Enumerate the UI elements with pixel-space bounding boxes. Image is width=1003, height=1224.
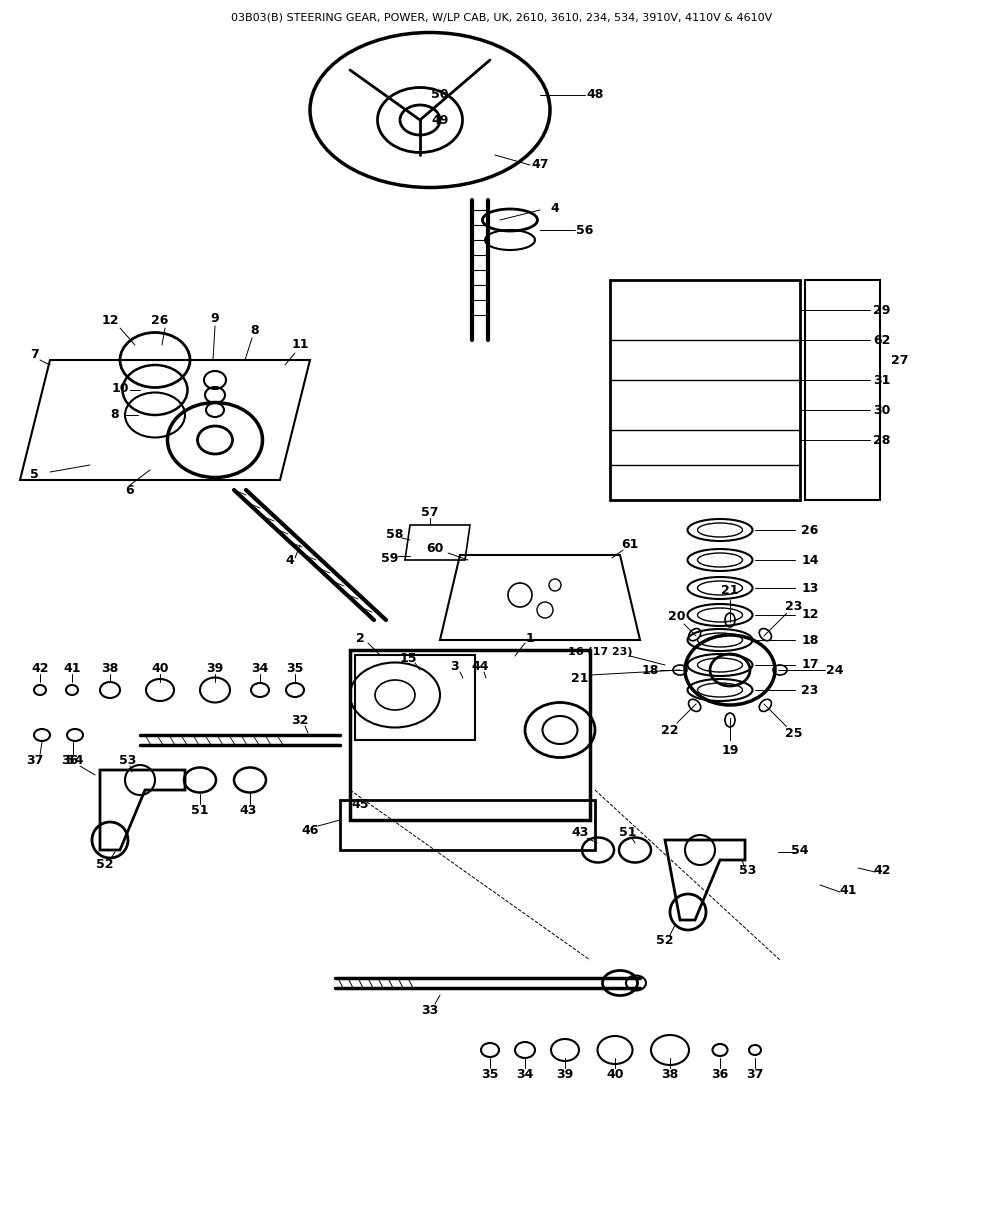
Text: 14: 14 <box>800 553 817 567</box>
Text: 47: 47 <box>531 158 549 171</box>
Text: 20: 20 <box>668 611 685 623</box>
Text: 36: 36 <box>61 754 78 766</box>
Text: 37: 37 <box>745 1069 763 1082</box>
Text: 23: 23 <box>800 683 817 696</box>
Text: 51: 51 <box>619 825 636 838</box>
Text: 40: 40 <box>151 661 169 674</box>
Text: 21: 21 <box>720 584 738 596</box>
Text: 4: 4 <box>285 553 294 567</box>
Text: 5: 5 <box>30 469 39 481</box>
Text: 62: 62 <box>873 333 890 346</box>
Text: 26: 26 <box>151 313 169 327</box>
Text: 2: 2 <box>355 632 364 645</box>
Text: 61: 61 <box>621 539 638 552</box>
Text: 31: 31 <box>873 373 890 387</box>
Text: 42: 42 <box>873 863 890 876</box>
Text: 3: 3 <box>450 661 458 673</box>
Text: 33: 33 <box>421 1004 438 1016</box>
Text: 22: 22 <box>661 723 678 737</box>
Text: 52: 52 <box>656 934 673 946</box>
Text: 49: 49 <box>431 114 448 126</box>
Text: 51: 51 <box>191 803 209 816</box>
Text: 44: 44 <box>470 661 488 673</box>
Text: 46: 46 <box>301 824 318 836</box>
Text: 17: 17 <box>800 659 817 672</box>
Text: 23: 23 <box>784 600 801 613</box>
Text: 13: 13 <box>800 581 817 595</box>
Text: 60: 60 <box>426 541 443 554</box>
Text: 41: 41 <box>63 661 80 674</box>
Text: 12: 12 <box>800 608 817 622</box>
Text: 18: 18 <box>800 634 817 646</box>
Text: 15: 15 <box>399 651 416 665</box>
Text: 4: 4 <box>550 202 559 214</box>
Text: 27: 27 <box>891 354 908 366</box>
Text: 53: 53 <box>738 863 756 876</box>
Text: 8: 8 <box>110 409 119 421</box>
Text: 36: 36 <box>711 1069 728 1082</box>
Text: 30: 30 <box>873 404 890 416</box>
Text: 38: 38 <box>661 1069 678 1082</box>
Text: 52: 52 <box>96 858 113 871</box>
Text: 03B03(B) STEERING GEAR, POWER, W/LP CAB, UK, 2610, 3610, 234, 534, 3910V, 4110V : 03B03(B) STEERING GEAR, POWER, W/LP CAB,… <box>231 12 772 22</box>
Text: 28: 28 <box>873 433 890 447</box>
Text: 16 (17 23): 16 (17 23) <box>567 647 632 657</box>
Text: 54: 54 <box>66 754 83 766</box>
Text: 11: 11 <box>291 339 309 351</box>
Text: 1: 1 <box>526 632 534 645</box>
Text: 26: 26 <box>800 524 817 536</box>
Text: 53: 53 <box>119 754 136 766</box>
Text: 40: 40 <box>606 1069 623 1082</box>
Bar <box>340 800 595 849</box>
Text: 39: 39 <box>207 661 224 674</box>
Text: 7: 7 <box>30 349 39 361</box>
Bar <box>350 650 590 820</box>
Text: 54: 54 <box>790 843 808 857</box>
Text: 39: 39 <box>556 1069 573 1082</box>
Text: 58: 58 <box>386 529 403 541</box>
Text: 8: 8 <box>251 323 259 337</box>
Text: 56: 56 <box>576 224 593 236</box>
Text: 34: 34 <box>251 661 269 674</box>
Text: 6: 6 <box>125 483 134 497</box>
Text: 34: 34 <box>516 1069 534 1082</box>
Bar <box>355 655 474 741</box>
Bar <box>610 280 799 499</box>
Text: 35: 35 <box>286 661 303 674</box>
Text: 42: 42 <box>31 661 49 674</box>
Text: 25: 25 <box>784 727 801 741</box>
Text: 12: 12 <box>101 313 118 327</box>
Text: 21: 21 <box>571 672 588 684</box>
Text: 10: 10 <box>111 382 128 394</box>
Text: 24: 24 <box>825 663 843 677</box>
Text: 37: 37 <box>26 754 44 766</box>
Text: 50: 50 <box>431 88 448 102</box>
Text: 29: 29 <box>873 304 890 317</box>
Text: 41: 41 <box>839 884 856 896</box>
Text: 57: 57 <box>421 506 438 519</box>
Text: 19: 19 <box>720 743 738 756</box>
Text: 43: 43 <box>239 803 257 816</box>
Text: 32: 32 <box>291 714 308 727</box>
Text: 35: 35 <box>480 1069 498 1082</box>
Text: 43: 43 <box>571 825 588 838</box>
Text: 18: 18 <box>641 663 658 677</box>
Text: 38: 38 <box>101 661 118 674</box>
Text: 45: 45 <box>351 798 368 812</box>
Text: 59: 59 <box>381 552 398 564</box>
Text: 9: 9 <box>211 311 219 324</box>
Text: 48: 48 <box>586 88 603 102</box>
